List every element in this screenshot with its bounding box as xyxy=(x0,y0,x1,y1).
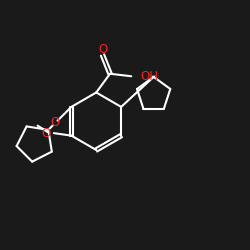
Text: O: O xyxy=(98,43,107,56)
Text: OH: OH xyxy=(141,70,159,83)
Text: O: O xyxy=(42,126,51,140)
Text: O: O xyxy=(50,116,60,129)
